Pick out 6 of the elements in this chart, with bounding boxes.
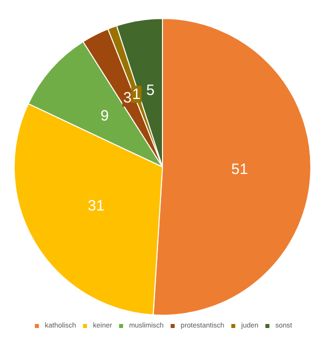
data-label: 31 bbox=[88, 198, 104, 215]
data-label: 3 bbox=[123, 90, 132, 107]
data-label: 5 bbox=[146, 82, 155, 100]
data-label: 51 bbox=[231, 160, 248, 178]
data-label: 9 bbox=[100, 107, 109, 124]
data-label: 1 bbox=[132, 86, 141, 103]
